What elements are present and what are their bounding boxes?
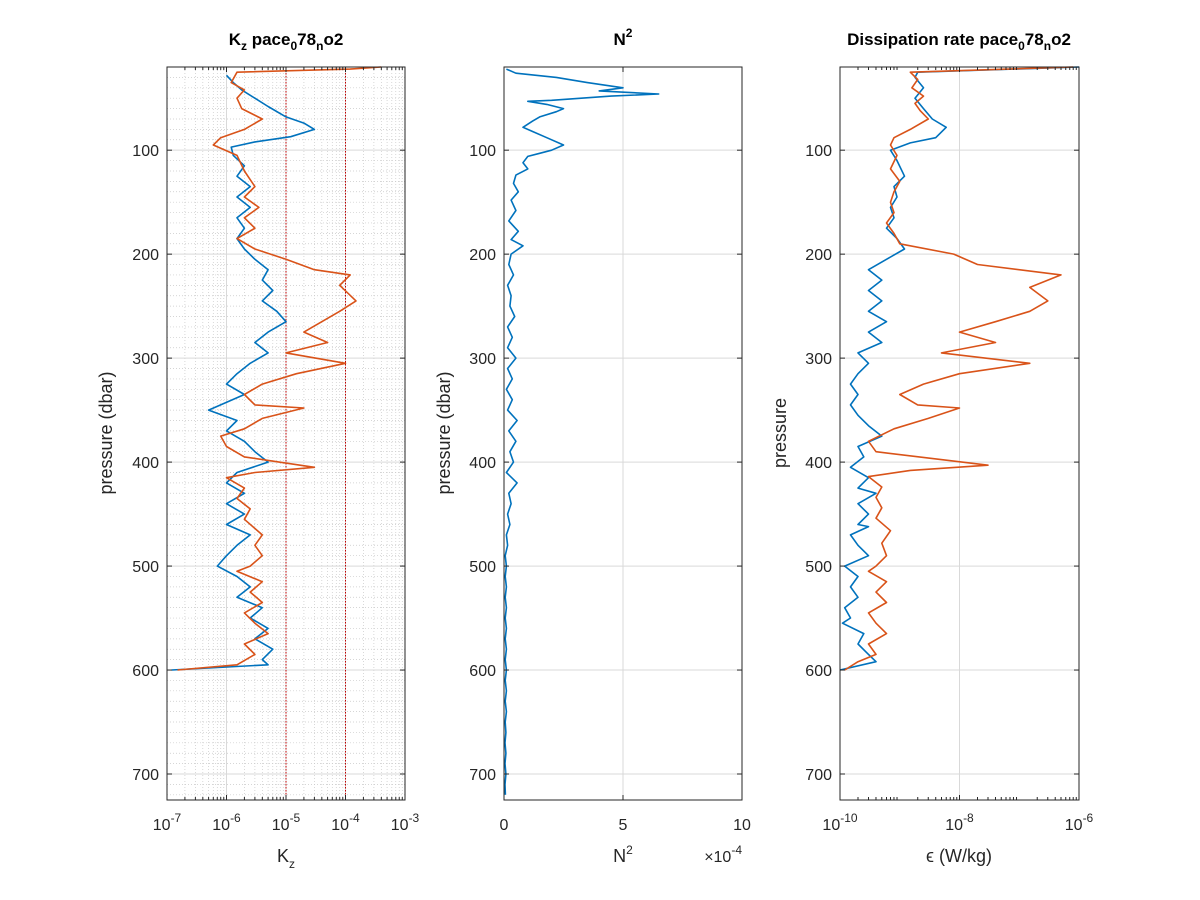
- y-tick-label: 600: [132, 663, 159, 680]
- panel-kz-reference-lines: [285, 67, 346, 800]
- y-tick-label: 200: [469, 247, 496, 264]
- panel-kz: Kz pace078no2 10-7 10-6 10-5 10-4 10-3 1…: [96, 30, 420, 871]
- panel-kz-series: [171, 66, 382, 671]
- panel-n2-title: N2: [614, 26, 633, 49]
- y-tick-label: 500: [132, 559, 159, 576]
- panel-dissipation-x-label: ϵ (W/kg): [926, 846, 992, 866]
- y-tick-label: 400: [805, 455, 832, 472]
- y-tick-label: 400: [132, 455, 159, 472]
- y-tick-label: 700: [805, 767, 832, 784]
- y-tick-label: 600: [469, 663, 496, 680]
- panel-n2-axes: [503, 66, 743, 801]
- panel-kz-grid: [166, 67, 406, 800]
- panel-dissipation-title: Dissipation rate pace078no2: [847, 30, 1071, 53]
- series-line-blue: [839, 66, 1080, 671]
- panel-dissipation: Dissipation rate pace078no2 10-10 10-8 1…: [770, 30, 1094, 866]
- y-tick-label: 300: [805, 351, 832, 368]
- panel-kz-title: Kz pace078no2: [229, 30, 344, 53]
- x-tick-label: 10: [733, 817, 751, 834]
- panel-n2-x-label: N2: [613, 843, 633, 866]
- x-tick-label: 10-5: [272, 811, 301, 834]
- x-tick-label: 5: [619, 817, 628, 834]
- x-tick-label: 10-6: [212, 811, 241, 834]
- y-tick-label: 200: [805, 247, 832, 264]
- y-tick-label: 100: [132, 143, 159, 160]
- y-tick-label: 100: [469, 143, 496, 160]
- panel-n2-x-multiplier: ×10-4: [704, 843, 742, 866]
- y-tick-label: 600: [805, 663, 832, 680]
- y-tick-label: 700: [132, 767, 159, 784]
- x-tick-label: 10-7: [153, 811, 182, 834]
- x-tick-label: 10-6: [1065, 811, 1094, 834]
- y-tick-label: 100: [805, 143, 832, 160]
- x-tick-label: 10-10: [822, 811, 857, 834]
- series-line-blue: [504, 68, 660, 795]
- series-line-blue: [171, 74, 316, 671]
- panel-kz-x-label: Kz: [277, 846, 295, 871]
- y-tick-label: 200: [132, 247, 159, 264]
- y-tick-label: 300: [132, 351, 159, 368]
- y-tick-label: 700: [469, 767, 496, 784]
- series-line-orange: [844, 66, 1074, 671]
- panel-n2: N2 0 5 10 100 200 300 400 500 600 700 N2…: [434, 26, 751, 866]
- series-line-orange: [177, 66, 382, 671]
- panel-dissipation-y-label: pressure: [770, 398, 790, 468]
- x-tick-label: 10-4: [331, 811, 360, 834]
- y-tick-label: 400: [469, 455, 496, 472]
- panel-n2-y-label: pressure (dbar): [434, 371, 454, 494]
- panel-dissipation-axes: [839, 66, 1080, 801]
- panel-kz-tick-labels: 10-7 10-6 10-5 10-4 10-3 100 200 300 400…: [132, 143, 419, 834]
- x-tick-label: 10-3: [391, 811, 420, 834]
- panel-kz-y-label: pressure (dbar): [96, 371, 116, 494]
- panel-n2-tick-labels: 0 5 10 100 200 300 400 500 600 700: [469, 143, 751, 834]
- y-tick-label: 500: [469, 559, 496, 576]
- y-tick-label: 500: [805, 559, 832, 576]
- x-tick-label: 0: [500, 817, 509, 834]
- panel-kz-axes: [166, 66, 406, 801]
- x-tick-label: 10-8: [945, 811, 974, 834]
- panel-n2-series: [504, 68, 660, 795]
- panel-dissipation-tick-labels: 10-10 10-8 10-6 100 200 300 400 500 600 …: [805, 143, 1093, 834]
- panel-dissipation-series: [839, 66, 1080, 671]
- y-tick-label: 300: [469, 351, 496, 368]
